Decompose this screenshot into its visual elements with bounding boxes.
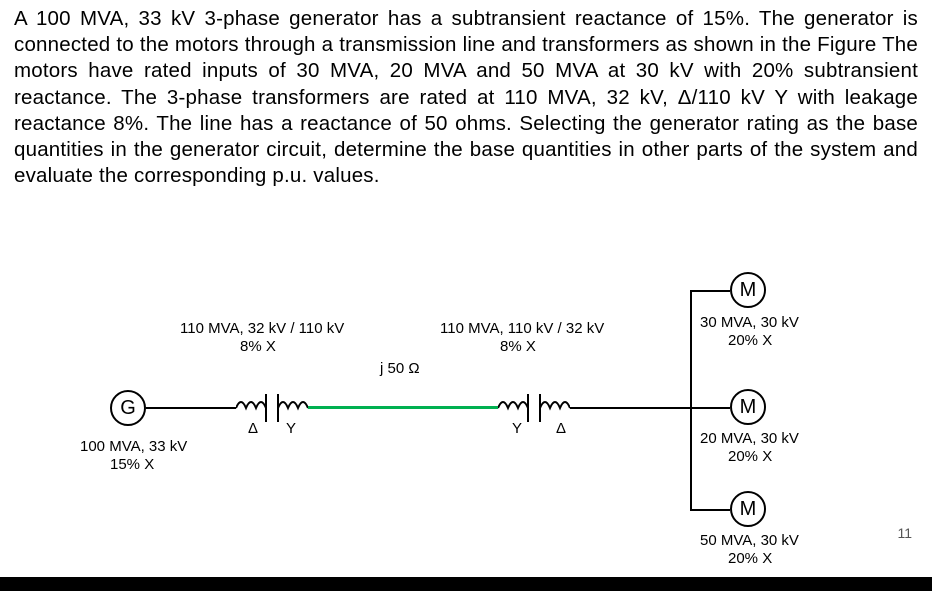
xfmr1-delta: Δ [248, 420, 258, 438]
motor-3-reactance: 20% X [728, 550, 772, 568]
motor-2-symbol: M [740, 396, 757, 419]
motor-1-node: M [730, 272, 766, 308]
transformer-1-secondary [274, 394, 308, 422]
xfmr2-delta: Δ [556, 420, 566, 438]
transformer-2-secondary [536, 394, 570, 422]
motor-1-rating: 30 MVA, 30 kV [700, 314, 799, 332]
one-line-diagram: G 100 MVA, 33 kV 15% X Δ Y 110 MVA, 32 k… [0, 260, 932, 580]
xfmr2-wye: Y [512, 420, 522, 438]
xfmr1-wye: Y [286, 420, 296, 438]
motor-1-symbol: M [740, 279, 757, 302]
page-number: 11 [897, 525, 912, 541]
wire-bus-m3 [690, 509, 730, 511]
transformer-2-primary [498, 394, 532, 422]
xfmr1-reactance: 8% X [240, 338, 276, 356]
wire-bus-m1 [690, 290, 730, 292]
transformer-1-primary [236, 394, 270, 422]
generator-node: G [110, 390, 146, 426]
problem-statement: A 100 MVA, 33 kV 3-phase generator has a… [14, 6, 918, 190]
generator-reactance: 15% X [110, 456, 154, 474]
motor-2-node: M [730, 389, 766, 425]
motor-1-reactance: 20% X [728, 332, 772, 350]
motor-bus [690, 290, 692, 510]
motor-3-rating: 50 MVA, 30 kV [700, 532, 799, 550]
bottom-bar [0, 577, 932, 591]
wire-bus-m2 [690, 407, 730, 409]
line-impedance: j 50 Ω [380, 360, 420, 378]
xfmr2-reactance: 8% X [500, 338, 536, 356]
motor-2-rating: 20 MVA, 30 kV [700, 430, 799, 448]
motor-2-reactance: 20% X [728, 448, 772, 466]
generator-rating: 100 MVA, 33 kV [80, 438, 187, 456]
wire-g-t1 [146, 407, 236, 409]
xfmr2-rating: 110 MVA, 110 kV / 32 kV [440, 320, 604, 338]
generator-symbol: G [120, 397, 136, 420]
xfmr1-rating: 110 MVA, 32 kV / 110 kV [180, 320, 344, 338]
wire-t2-bus [570, 407, 690, 409]
motor-3-symbol: M [740, 498, 757, 521]
transmission-line [308, 406, 498, 409]
motor-3-node: M [730, 491, 766, 527]
